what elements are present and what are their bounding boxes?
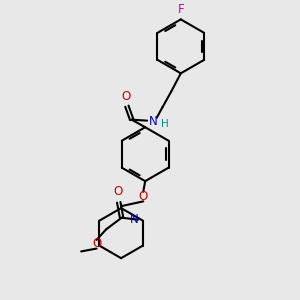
Text: N: N [148,115,157,128]
Text: H: H [160,118,168,128]
Text: F: F [178,2,184,16]
Text: O: O [139,190,148,203]
Text: N: N [130,213,139,226]
Text: O: O [92,237,101,250]
Text: O: O [113,185,122,199]
Text: O: O [121,90,130,103]
